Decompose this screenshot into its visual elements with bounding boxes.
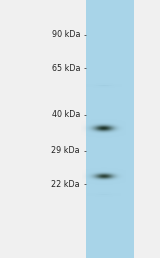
Text: 22 kDa: 22 kDa [51,180,80,189]
Text: 65 kDa: 65 kDa [52,64,80,73]
Text: 90 kDa: 90 kDa [52,30,80,39]
Text: 40 kDa: 40 kDa [52,110,80,119]
Text: 29 kDa: 29 kDa [51,147,80,155]
Bar [86,0,134,258]
